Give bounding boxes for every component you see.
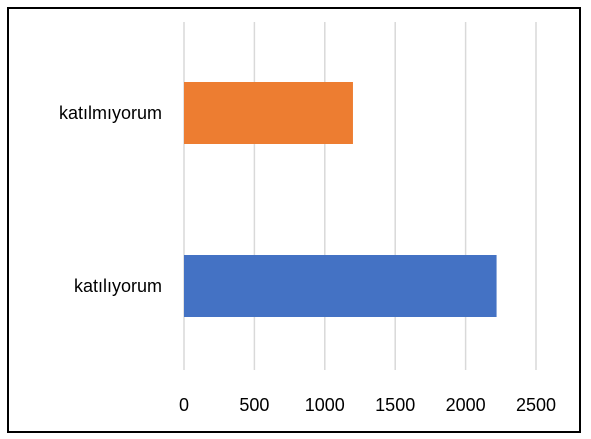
category-label: katılmıyorum bbox=[59, 103, 162, 123]
x-tick-label: 2500 bbox=[516, 395, 556, 415]
x-tick-label: 1000 bbox=[305, 395, 345, 415]
x-tick-labels: 0 500 1000 1500 2000 2500 bbox=[179, 395, 556, 415]
bars bbox=[184, 82, 497, 317]
bar-2 bbox=[184, 255, 497, 317]
x-tick-label: 0 bbox=[179, 395, 189, 415]
chart-frame bbox=[7, 7, 581, 433]
x-tick-label: 2000 bbox=[446, 395, 486, 415]
category-label: katılıyorum bbox=[74, 276, 162, 296]
x-tick-label: 500 bbox=[239, 395, 269, 415]
bar-1 bbox=[184, 82, 353, 144]
gridlines bbox=[183, 22, 537, 370]
x-tick-label: 1500 bbox=[375, 395, 415, 415]
category-labels: katılmıyorum katılıyorum bbox=[59, 103, 162, 296]
